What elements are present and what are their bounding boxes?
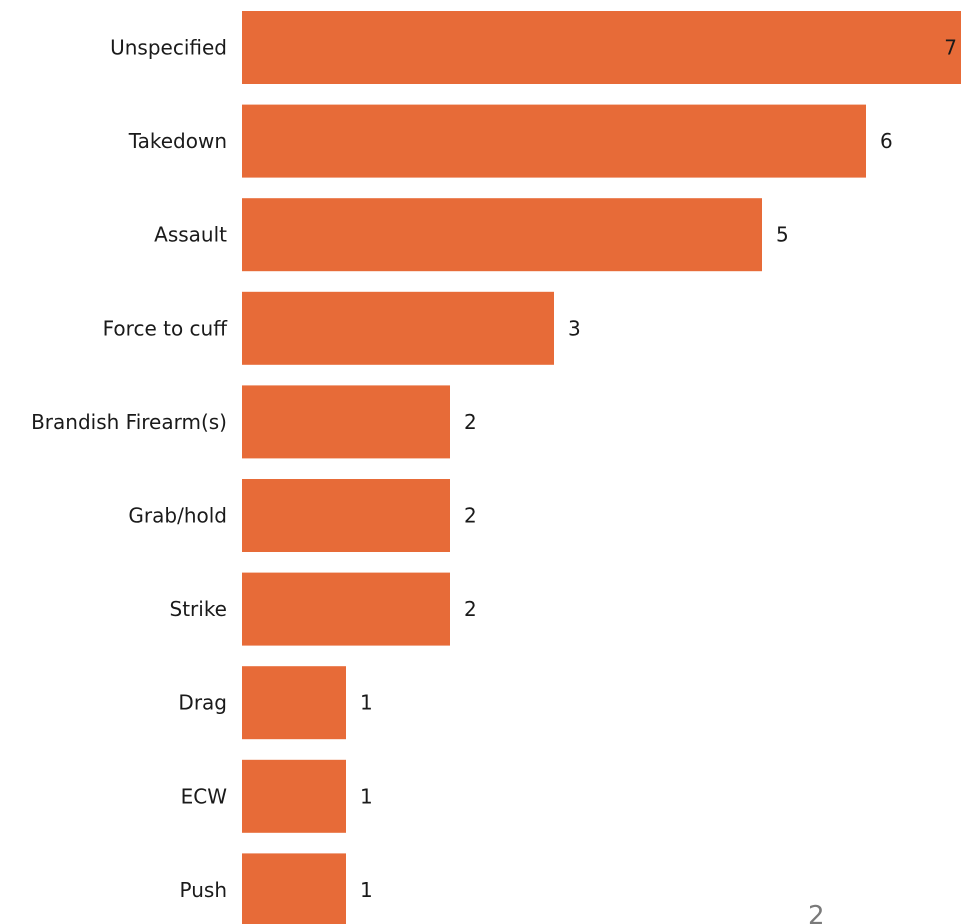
category-labels: Unspecified Takedown Assault Force to cuff B… — [31, 36, 228, 902]
bar-takedown — [242, 104, 866, 178]
data-label: 5 — [776, 223, 789, 247]
data-label: 3 — [568, 316, 581, 340]
category-label: Drag — [178, 691, 227, 715]
value-labels: 7 6 5 3 2 2 2 1 1 1 — [360, 36, 957, 902]
category-label: Brandish Firearm(s) — [31, 410, 227, 434]
category-label: Unspecified — [110, 36, 227, 60]
bar-strike — [242, 572, 450, 646]
bar-ecw — [242, 759, 346, 833]
data-label: 2 — [464, 504, 477, 528]
category-label: ECW — [181, 784, 228, 808]
category-label: Grab/hold — [128, 504, 227, 528]
data-label: 2 — [464, 410, 477, 434]
bar-assault — [242, 198, 762, 272]
data-label: 1 — [360, 784, 373, 808]
bar-force-to-cuff — [242, 291, 554, 365]
data-label: 2 — [464, 597, 477, 621]
data-label: 1 — [360, 878, 373, 902]
bars-group — [242, 11, 961, 924]
category-label: Strike — [170, 597, 228, 621]
bar-unspecified — [242, 11, 961, 84]
category-label: Push — [180, 878, 227, 902]
bar-grab-hold — [242, 479, 450, 552]
category-label: Force to cuff — [103, 316, 229, 340]
data-label: 1 — [360, 691, 373, 715]
data-label: 6 — [880, 129, 893, 153]
bar-push — [242, 853, 346, 924]
bar-drag — [242, 666, 346, 740]
bar-brandish-firearm-s — [242, 385, 450, 459]
page-number: 2 — [808, 901, 825, 924]
category-label: Takedown — [128, 129, 227, 153]
data-label: 7 — [944, 36, 957, 60]
category-label: Assault — [154, 223, 227, 247]
